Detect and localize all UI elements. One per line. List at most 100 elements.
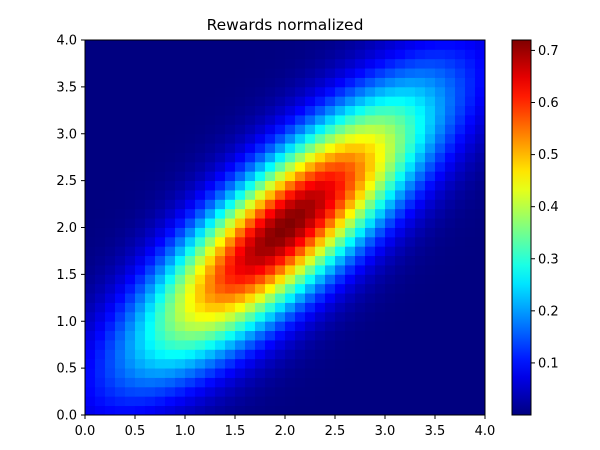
heatmap-cell	[455, 161, 466, 172]
heatmap-cell	[405, 377, 416, 388]
heatmap-cell	[395, 208, 406, 219]
heatmap-cell	[215, 349, 226, 360]
heatmap-cell	[185, 283, 196, 294]
heatmap-cell	[255, 265, 266, 275]
heatmap-cell	[475, 152, 486, 163]
heatmap-cell	[145, 161, 156, 172]
heatmap-cell	[435, 161, 446, 172]
heatmap-cell	[305, 340, 316, 350]
x-tick-label: 0.5	[125, 424, 146, 439]
heatmap-cell	[345, 40, 356, 50]
heatmap-cell	[475, 124, 486, 135]
heatmap-cell	[125, 190, 136, 200]
heatmap-cell	[435, 152, 446, 163]
heatmap-cell	[125, 321, 136, 332]
colorbar-tick-label: 0.1	[538, 356, 559, 371]
colorbar-tick-label: 0.5	[538, 148, 559, 163]
heatmap-cell	[205, 190, 216, 200]
heatmap-cell	[185, 199, 196, 210]
heatmap-cell	[415, 349, 426, 360]
heatmap-cell	[275, 58, 286, 69]
heatmap-cell	[175, 274, 186, 285]
heatmap-cell	[465, 386, 476, 397]
heatmap-cell	[305, 274, 316, 285]
heatmap-cell	[255, 283, 266, 294]
heatmap-cell	[165, 143, 176, 153]
heatmap-cell	[425, 152, 436, 163]
heatmap-cell	[125, 208, 136, 219]
heatmap-cell	[335, 49, 346, 60]
heatmap-cell	[295, 265, 306, 275]
heatmap-cell	[365, 396, 376, 407]
heatmap-cell	[245, 227, 256, 238]
heatmap-cell	[215, 246, 226, 257]
heatmap-cell	[255, 171, 266, 182]
heatmap-cell	[465, 255, 476, 266]
heatmap-cell	[465, 58, 476, 69]
heatmap-cell	[245, 77, 256, 88]
heatmap-cell	[205, 311, 216, 322]
heatmap-cell	[135, 208, 146, 219]
heatmap-cell	[265, 115, 276, 125]
heatmap-cell	[85, 133, 96, 144]
heatmap-cell	[455, 180, 466, 191]
heatmap-cell	[345, 265, 356, 275]
heatmap-cell	[255, 77, 266, 88]
heatmap-cell	[125, 115, 136, 125]
heatmap-cell	[235, 218, 246, 228]
heatmap-cell	[475, 358, 486, 369]
heatmap-cell	[355, 124, 366, 135]
heatmap-cell	[165, 96, 176, 107]
x-tick-label: 3.5	[425, 424, 446, 439]
heatmap-cell	[255, 246, 266, 257]
heatmap-cell	[225, 265, 236, 275]
heatmap-cell	[95, 283, 106, 294]
heatmap-cell	[105, 40, 116, 50]
heatmap-cell	[285, 218, 296, 228]
heatmap-cell	[415, 311, 426, 322]
heatmap-cell	[135, 115, 146, 125]
heatmap-cell	[355, 396, 366, 407]
heatmap-cell	[345, 349, 356, 360]
heatmap-cell	[375, 96, 386, 107]
heatmap-cell	[225, 236, 236, 247]
heatmap-cell	[195, 330, 206, 341]
heatmap-cell	[245, 171, 256, 182]
heatmap-cell	[145, 180, 156, 191]
heatmap-cell	[115, 152, 126, 163]
heatmap-cell	[375, 190, 386, 200]
heatmap-cell	[115, 171, 126, 182]
heatmap-cell	[305, 199, 316, 210]
heatmap-cell	[95, 321, 106, 332]
heatmap-cell	[395, 180, 406, 191]
heatmap-cell	[195, 161, 206, 172]
heatmap-cell	[325, 68, 336, 78]
heatmap-cell	[395, 124, 406, 135]
heatmap-cell	[365, 124, 376, 135]
heatmap-cell	[395, 321, 406, 332]
heatmap-cell	[245, 236, 256, 247]
heatmap-cell	[225, 218, 236, 228]
heatmap-cell	[175, 311, 186, 322]
heatmap-cell	[125, 330, 136, 341]
heatmap-cell	[325, 105, 336, 116]
heatmap-cell	[265, 40, 276, 50]
heatmap-cell	[435, 396, 446, 407]
heatmap-cell	[435, 227, 446, 238]
heatmap-cell	[345, 340, 356, 350]
heatmap-cell	[325, 405, 336, 416]
heatmap-cell	[345, 311, 356, 322]
heatmap-cell	[125, 358, 136, 369]
heatmap-cell	[315, 283, 326, 294]
heatmap-cell	[175, 396, 186, 407]
heatmap-cell	[465, 152, 476, 163]
heatmap-cell	[385, 405, 396, 416]
heatmap-cell	[345, 86, 356, 97]
heatmap-cell	[305, 405, 316, 416]
heatmap-cell	[205, 124, 216, 135]
heatmap-cell	[445, 77, 456, 88]
heatmap-cell	[455, 255, 466, 266]
heatmap-cell	[215, 236, 226, 247]
heatmap-cell	[475, 386, 486, 397]
heatmap-cell	[345, 115, 356, 125]
